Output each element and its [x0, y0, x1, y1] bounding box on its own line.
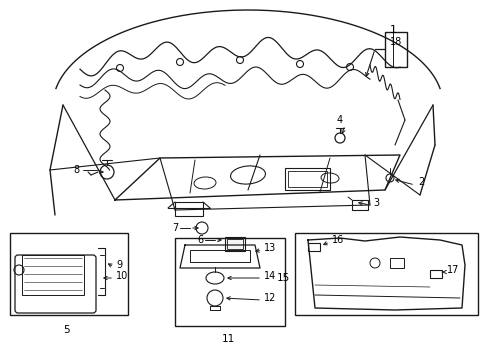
Circle shape	[116, 64, 123, 72]
Circle shape	[346, 63, 353, 71]
Bar	[429, 270, 441, 278]
Text: 6: 6	[197, 235, 203, 245]
Text: 16: 16	[331, 235, 344, 245]
Text: 15: 15	[276, 273, 289, 283]
Text: 9: 9	[116, 260, 122, 270]
Bar	[190, 250, 249, 262]
Bar	[389, 258, 403, 268]
Text: 11: 11	[221, 334, 234, 344]
Text: 7: 7	[171, 223, 178, 233]
Circle shape	[100, 165, 114, 179]
Text: 8: 8	[74, 165, 80, 175]
Bar	[175, 202, 203, 216]
Bar	[307, 243, 319, 251]
Text: 14: 14	[264, 271, 276, 281]
Bar	[10, 233, 128, 315]
Circle shape	[176, 58, 183, 66]
Text: 12: 12	[264, 293, 276, 303]
Bar	[175, 238, 285, 326]
Bar	[22, 255, 84, 295]
Text: 5: 5	[63, 325, 70, 335]
Text: 4: 4	[336, 115, 343, 125]
Bar	[287, 171, 326, 187]
Text: 3: 3	[372, 198, 378, 208]
Circle shape	[236, 57, 243, 63]
Text: 18: 18	[389, 37, 402, 47]
Text: 1: 1	[389, 25, 396, 35]
Bar	[294, 233, 477, 315]
Bar	[351, 200, 367, 210]
Text: 2: 2	[417, 177, 424, 187]
Circle shape	[296, 60, 303, 68]
Bar	[285, 168, 329, 190]
Bar	[226, 239, 243, 249]
Text: 13: 13	[264, 243, 276, 253]
Text: 17: 17	[446, 265, 458, 275]
Bar	[224, 237, 244, 251]
Text: 10: 10	[116, 271, 128, 281]
Bar	[384, 32, 406, 67]
